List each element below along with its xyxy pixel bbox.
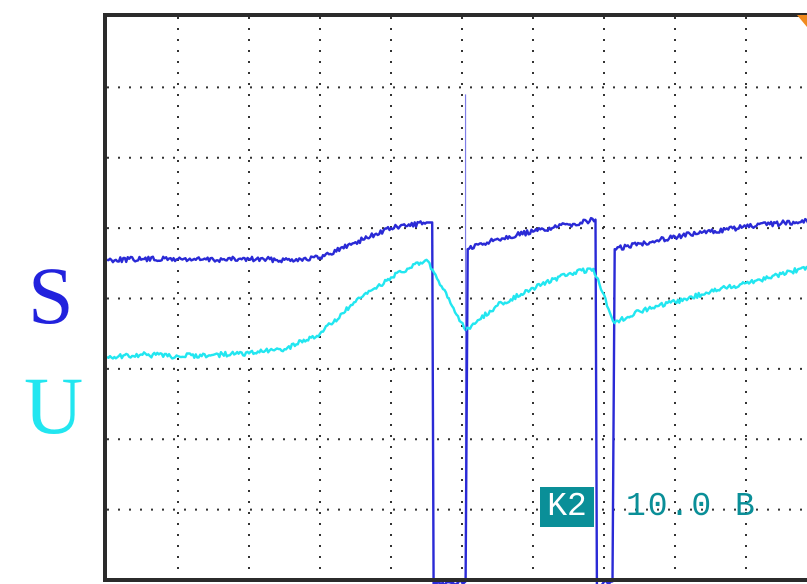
series-line-u [106,258,807,360]
trace-label-s: S [28,250,74,341]
channel-scale: 10.0 B [626,488,757,525]
trace-label-u: U [24,360,84,451]
traces [106,94,807,584]
screen-frame [103,13,807,582]
channel-badge: K2 [540,487,594,527]
trigger-marker [797,15,807,27]
series-line-s [106,216,807,584]
